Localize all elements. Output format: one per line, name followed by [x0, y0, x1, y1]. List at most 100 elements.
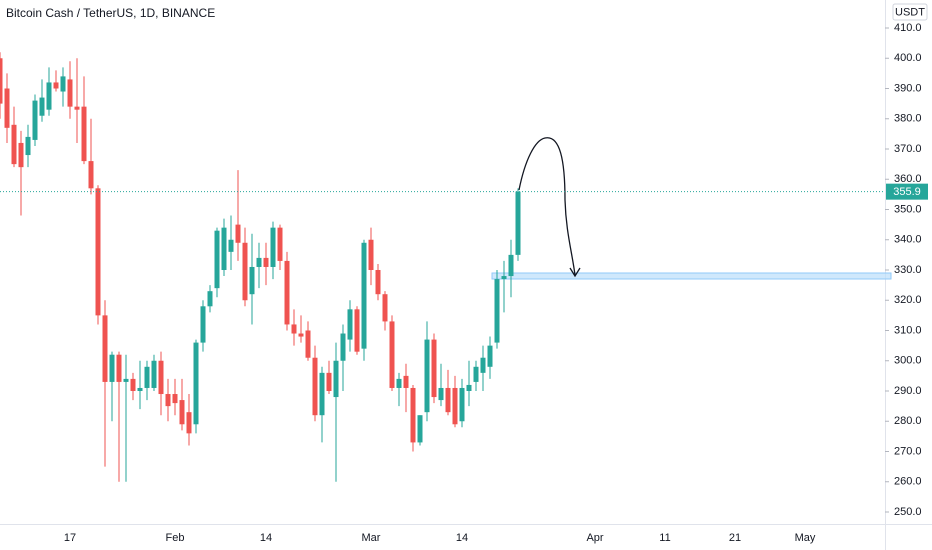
y-tick-label: 340.0 [894, 234, 922, 246]
candle-body [4, 88, 10, 128]
candle-body [263, 257, 269, 267]
candle-body [375, 270, 381, 295]
y-tick-label: 260.0 [894, 476, 922, 488]
y-tick-label: 290.0 [894, 385, 922, 397]
hand-drawn-curve [518, 137, 576, 276]
candle-body [291, 324, 297, 334]
candle-body [396, 378, 402, 388]
candle-body [116, 354, 122, 382]
y-tick-label: 360.0 [894, 173, 922, 185]
candle-body [130, 378, 136, 391]
candle-body [67, 79, 73, 107]
candle-body [46, 82, 52, 110]
candle-body [277, 227, 283, 261]
candle-body [18, 142, 24, 168]
candle-body [193, 342, 199, 425]
candle-body [53, 82, 59, 89]
candle-body [298, 333, 304, 337]
chart-title: Bitcoin Cash / TetherUS, 1D, BINANCE [6, 6, 215, 20]
candle-body [172, 394, 178, 404]
candle-body [81, 106, 87, 162]
candle-body [179, 400, 185, 425]
candle-body [354, 309, 360, 352]
y-tick-label: 280.0 [894, 415, 922, 427]
candle-body [494, 279, 500, 343]
candle-body [102, 315, 108, 382]
candle-body [403, 375, 409, 388]
y-tick-label: 400.0 [894, 52, 922, 64]
candle-body [466, 384, 472, 391]
y-tick-label: 270.0 [894, 445, 922, 457]
candle-body [333, 360, 339, 398]
x-tick-label: May [795, 532, 816, 544]
candle-body [32, 100, 38, 140]
candle-body [347, 309, 353, 340]
candle-body [109, 354, 115, 382]
candle-body [284, 260, 290, 325]
y-tick-label: 390.0 [894, 82, 922, 94]
candle-body [242, 242, 248, 301]
y-tick-label: 320.0 [894, 294, 922, 306]
x-tick-label: 17 [64, 532, 76, 544]
candle-body [214, 230, 220, 289]
candle-body [249, 266, 255, 295]
currency-box [892, 3, 928, 21]
candle-body [256, 257, 262, 267]
last-price-label: 355.9 [893, 186, 921, 198]
candle-body [158, 360, 164, 395]
y-tick-label: 380.0 [894, 113, 922, 125]
candle-body [11, 124, 17, 165]
candle-body [312, 357, 318, 416]
candle-body [326, 372, 332, 391]
candle-body [123, 378, 129, 382]
candle-body [424, 339, 430, 413]
candle-body [95, 188, 101, 316]
candle-body [207, 291, 213, 307]
candle-body [235, 224, 241, 243]
x-tick-label: Mar [362, 532, 381, 544]
candle-body [228, 239, 234, 252]
arrow-head [569, 267, 581, 278]
candle-body [501, 276, 507, 280]
x-tick-label: 14 [456, 532, 468, 544]
candle-body [340, 333, 346, 361]
candle-body [144, 366, 150, 388]
y-tick-label: 350.0 [894, 203, 922, 215]
candle-body [410, 387, 416, 443]
candle-body [515, 191, 521, 255]
candle-body [382, 294, 388, 322]
candle-body [319, 372, 325, 416]
y-tick-label: 300.0 [894, 355, 922, 367]
y-tick-label: 250.0 [894, 506, 922, 518]
currency-label: USDT [895, 6, 925, 18]
zone-highlight [491, 272, 892, 280]
x-tick-label: Feb [166, 532, 185, 544]
candle-body [452, 387, 458, 425]
y-tick-label: 370.0 [894, 143, 922, 155]
candle-body [445, 387, 451, 413]
candle-body [487, 345, 493, 367]
x-tick-label: 14 [260, 532, 272, 544]
candle-body [417, 415, 423, 443]
x-tick-label: 11 [659, 532, 670, 544]
candle-body [39, 97, 45, 116]
y-tick-label: 410.0 [894, 22, 922, 34]
candle-body [60, 76, 66, 92]
candle-body [431, 339, 437, 398]
candle-body [473, 366, 479, 382]
candle-body [389, 321, 395, 388]
candle-body [25, 136, 31, 156]
candle-body [186, 412, 192, 434]
candle-body [459, 387, 465, 422]
candle-body [270, 227, 276, 267]
candle-body [368, 239, 374, 270]
candle-body [74, 106, 80, 110]
x-tick-label: Apr [586, 532, 603, 544]
candle-body [0, 58, 3, 104]
last-price-box [886, 183, 928, 200]
candle-body [361, 242, 367, 349]
candle-body [88, 161, 94, 189]
candle-body [221, 227, 227, 270]
candle-body [305, 330, 311, 358]
candle-body [151, 360, 157, 388]
